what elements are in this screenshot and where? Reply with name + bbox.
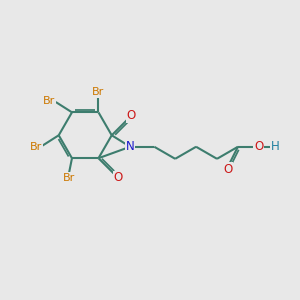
Text: Br: Br: [92, 87, 105, 97]
Text: Br: Br: [63, 173, 75, 183]
Text: O: O: [223, 163, 232, 176]
Text: O: O: [127, 109, 136, 122]
Text: Br: Br: [30, 142, 42, 152]
Text: O: O: [114, 172, 123, 184]
Text: Br: Br: [43, 96, 56, 106]
Text: O: O: [254, 140, 263, 153]
Text: N: N: [126, 140, 134, 153]
Text: H: H: [271, 140, 280, 153]
